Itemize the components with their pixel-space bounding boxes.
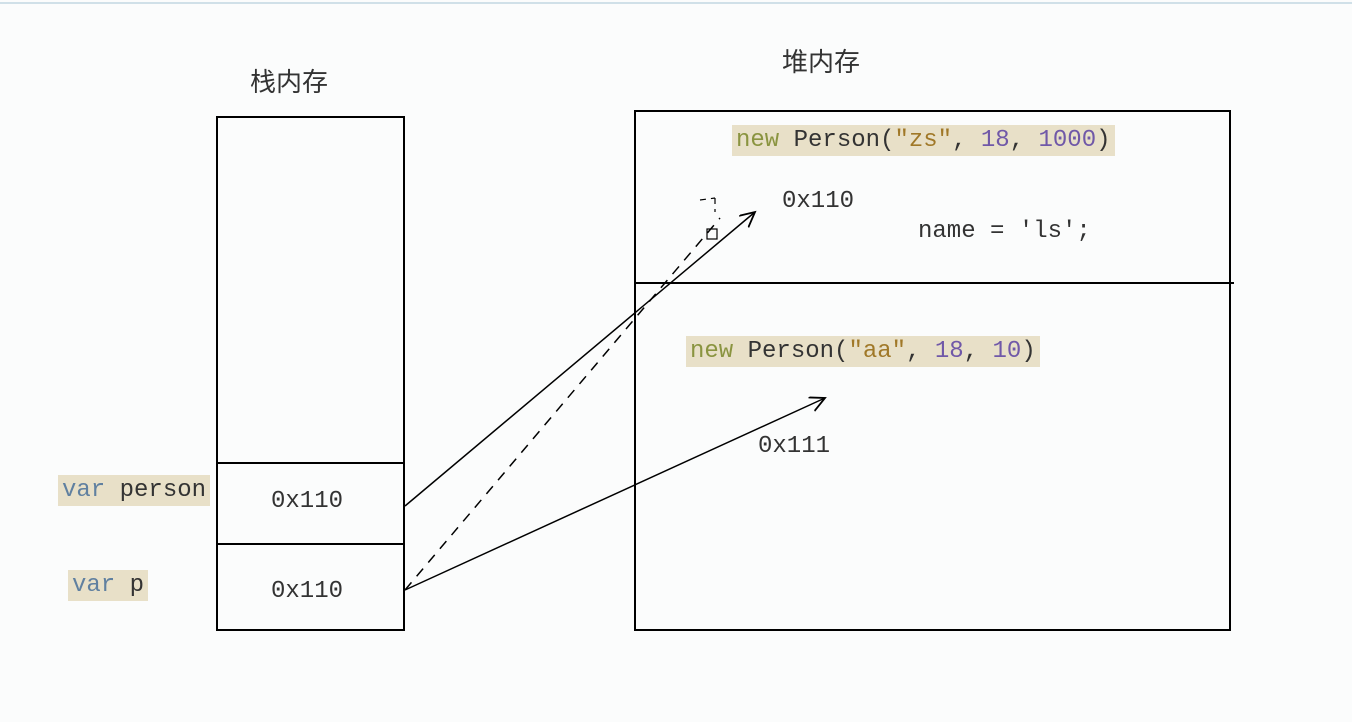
heap-address: 0x110: [782, 188, 854, 215]
var-label-highlight: var person: [58, 475, 210, 506]
stack-title: 栈内存: [250, 62, 328, 99]
heap-address: 0x111: [758, 433, 830, 460]
heap-object-1: new Person("zs", 18, 1000): [732, 127, 1115, 154]
heap-prop: name = 'ls';: [918, 218, 1091, 245]
stack-cell-value: 0x110: [271, 488, 343, 515]
heap-title: 堆内存: [782, 42, 860, 79]
stack-divider-2: [216, 543, 405, 545]
page-top-border: [0, 2, 1352, 4]
stack-divider-1: [216, 462, 405, 464]
var-label-p: var p: [68, 572, 148, 599]
stack-cell-value: 0x110: [271, 578, 343, 605]
heap-object-code: new Person("aa", 18, 10): [686, 336, 1040, 367]
heap-box: [634, 110, 1231, 631]
stack-box: [216, 116, 405, 631]
var-label-highlight: var p: [68, 570, 148, 601]
heap-divider: [634, 282, 1234, 284]
heap-object-code: new Person("zs", 18, 1000): [732, 125, 1115, 156]
var-label-person: var person: [58, 477, 210, 504]
heap-object-2: new Person("aa", 18, 10): [686, 338, 1040, 365]
